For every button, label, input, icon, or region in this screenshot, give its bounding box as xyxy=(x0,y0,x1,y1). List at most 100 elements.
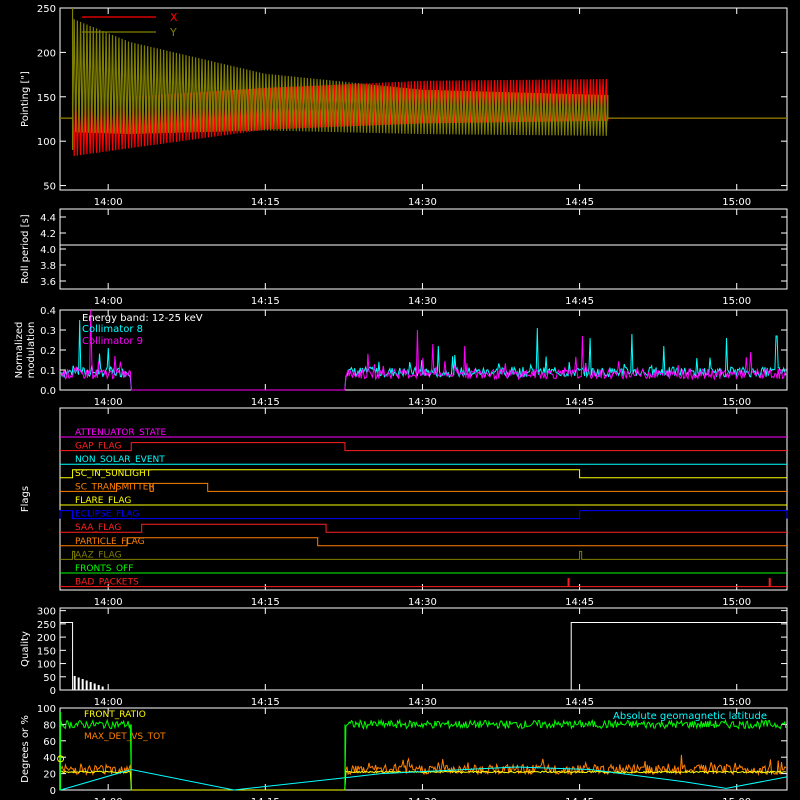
flag-label-sc-in-sunlight: SC_IN_SUNLIGHT xyxy=(75,469,152,479)
y-axis-label: Pointing ["] xyxy=(20,71,31,127)
x-tick-label: 15:00 xyxy=(722,197,751,208)
y-tick-label: 50 xyxy=(43,182,56,193)
flag-line-sc-transmitter xyxy=(60,482,787,492)
flag-line-bad-packets xyxy=(60,578,787,588)
x-tick-label: 14:30 xyxy=(408,397,437,408)
series-geomagnetic-latitude-line xyxy=(59,766,788,791)
y-tick-label: 200 xyxy=(37,48,56,59)
y-tick-label: 300 xyxy=(37,607,56,618)
quality-line xyxy=(60,622,787,691)
plot-stack: 13:4514:0014:1514:3014:4515:005010015020… xyxy=(14,4,788,800)
x-tick-label: 14:45 xyxy=(565,197,594,208)
flag-label-fronts-off: FRONTS_OFF xyxy=(75,564,133,574)
x-tick-label: 14:00 xyxy=(94,797,123,800)
y-tick-label: 20 xyxy=(43,770,56,781)
x-tick-label: 14:00 xyxy=(94,296,123,307)
panel-ratios: 13:4514:0014:1514:3014:4515:000204060801… xyxy=(20,704,788,800)
x-tick-label: 14:15 xyxy=(251,197,280,208)
y-axis-label: Quality xyxy=(20,631,31,667)
plot-frame xyxy=(59,407,788,591)
y-tick-label: 40 xyxy=(43,753,56,764)
x-tick-label: 14:00 xyxy=(94,597,123,608)
y-axis-label: Flags xyxy=(20,486,31,512)
x-tick-label: 15:00 xyxy=(722,697,751,708)
x-tick-label: 15:00 xyxy=(722,397,751,408)
y-tick-label: 4.0 xyxy=(40,245,56,256)
flag-label-non-solar-event: NON_SOLAR_EVENT xyxy=(75,455,165,465)
y-tick-label: 0.0 xyxy=(40,386,56,397)
x-tick-label: 14:15 xyxy=(251,296,280,307)
x-tick-label: 15:00 xyxy=(722,797,751,800)
series-yellow-trace-line xyxy=(60,770,787,791)
y-tick-label: 3.8 xyxy=(40,261,56,272)
y-tick-label: 0.2 xyxy=(40,346,56,357)
x-tick-label: 14:45 xyxy=(565,697,594,708)
series-y-line xyxy=(60,19,787,136)
legend-label-y: Y xyxy=(169,26,177,39)
y-tick-label: 100 xyxy=(37,137,56,148)
flag-label-bad-packets: BAD_PACKETS xyxy=(75,578,139,588)
y-tick-label: 0 xyxy=(50,686,56,697)
flag-line-sc-in-sunlight xyxy=(60,469,787,479)
panel-modulation: 13:4514:0014:1514:3014:4515:000.00.10.20… xyxy=(14,306,788,408)
legend-label-collimator-9: Collimator 9 xyxy=(82,336,143,347)
y-tick-label: 4.4 xyxy=(40,213,56,224)
x-tick-label: 14:15 xyxy=(251,397,280,408)
y-tick-label: 3.6 xyxy=(40,277,56,288)
y-axis-label: modulation xyxy=(26,322,37,379)
series-collimator-9-line xyxy=(60,309,787,391)
x-tick-label: 14:45 xyxy=(565,397,594,408)
y-tick-label: 250 xyxy=(37,4,56,15)
x-tick-label: 14:00 xyxy=(94,697,123,708)
y-axis-label: Normalized xyxy=(14,322,25,379)
panel-pointing: 13:4514:0014:1514:3014:4515:005010015020… xyxy=(20,4,788,208)
y-tick-label: 150 xyxy=(37,93,56,104)
plot-frame xyxy=(59,7,788,191)
y-tick-label: 0.3 xyxy=(40,326,56,337)
y-tick-label: 0 xyxy=(50,786,56,797)
y-tick-label: 0.1 xyxy=(40,366,56,377)
flag-label-aaz-flag: AAZ_FLAG xyxy=(75,550,122,560)
x-tick-label: 15:00 xyxy=(722,597,751,608)
flag-label-eclipse-flag: ECLIPSE_FLAG xyxy=(75,510,139,520)
x-tick-label: 14:45 xyxy=(565,296,594,307)
y-tick-label: 100 xyxy=(37,704,56,715)
x-tick-label: 14:15 xyxy=(251,597,280,608)
flag-line-aaz-flag xyxy=(60,550,787,560)
flag-label-flare-flag: FLARE_FLAG xyxy=(75,496,131,506)
panel-roll: 13:4514:0014:1514:3014:4515:003.63.84.04… xyxy=(20,208,788,307)
y-tick-label: 80 xyxy=(43,720,56,731)
flag-label-saa-flag: SAA_FLAG xyxy=(75,523,121,533)
energy-band-annotation: Energy band: 12-25 keV xyxy=(82,313,203,324)
ratio-marker xyxy=(57,755,65,763)
flag-label-sc-transmitter: SC_TRANSMITTER xyxy=(75,482,155,492)
legend-label-collimator-8: Collimator 8 xyxy=(82,324,143,335)
panel-flags: 13:4514:0014:1514:3014:4515:00FlagsATTEN… xyxy=(20,407,788,608)
x-tick-label: 14:15 xyxy=(251,697,280,708)
legend-label-front-ratio: FRONT_RATIO xyxy=(84,710,146,720)
y-tick-label: 150 xyxy=(37,646,56,657)
y-tick-label: 0.4 xyxy=(40,306,56,317)
y-tick-label: 60 xyxy=(43,737,56,748)
y-axis-label: Roll period [s] xyxy=(20,214,31,283)
flag-line-gap-flag xyxy=(60,442,787,452)
x-tick-label: 14:30 xyxy=(408,197,437,208)
panel-quality: 13:4514:0014:1514:3014:4515:000501001502… xyxy=(20,607,788,708)
x-tick-label: 14:45 xyxy=(565,797,594,800)
y-tick-label: 100 xyxy=(37,660,56,671)
x-tick-label: 14:15 xyxy=(251,797,280,800)
flag-label-particle-flag: PARTICLE_FLAG xyxy=(75,537,145,547)
x-tick-label: 14:00 xyxy=(94,197,123,208)
y-axis-label: Degrees or % xyxy=(20,715,31,783)
plot-frame xyxy=(59,707,788,791)
x-tick-label: 14:45 xyxy=(565,597,594,608)
flag-line-particle-flag xyxy=(60,537,787,547)
y-tick-label: 4.2 xyxy=(40,229,56,240)
x-tick-label: 14:30 xyxy=(408,597,437,608)
legend-label-x: X xyxy=(170,11,178,24)
flag-line-saa-flag xyxy=(60,523,787,533)
flag-label-attenuator-state: ATTENUATOR_STATE xyxy=(75,428,167,438)
y-tick-label: 250 xyxy=(37,620,56,631)
y-tick-label: 200 xyxy=(37,633,56,644)
